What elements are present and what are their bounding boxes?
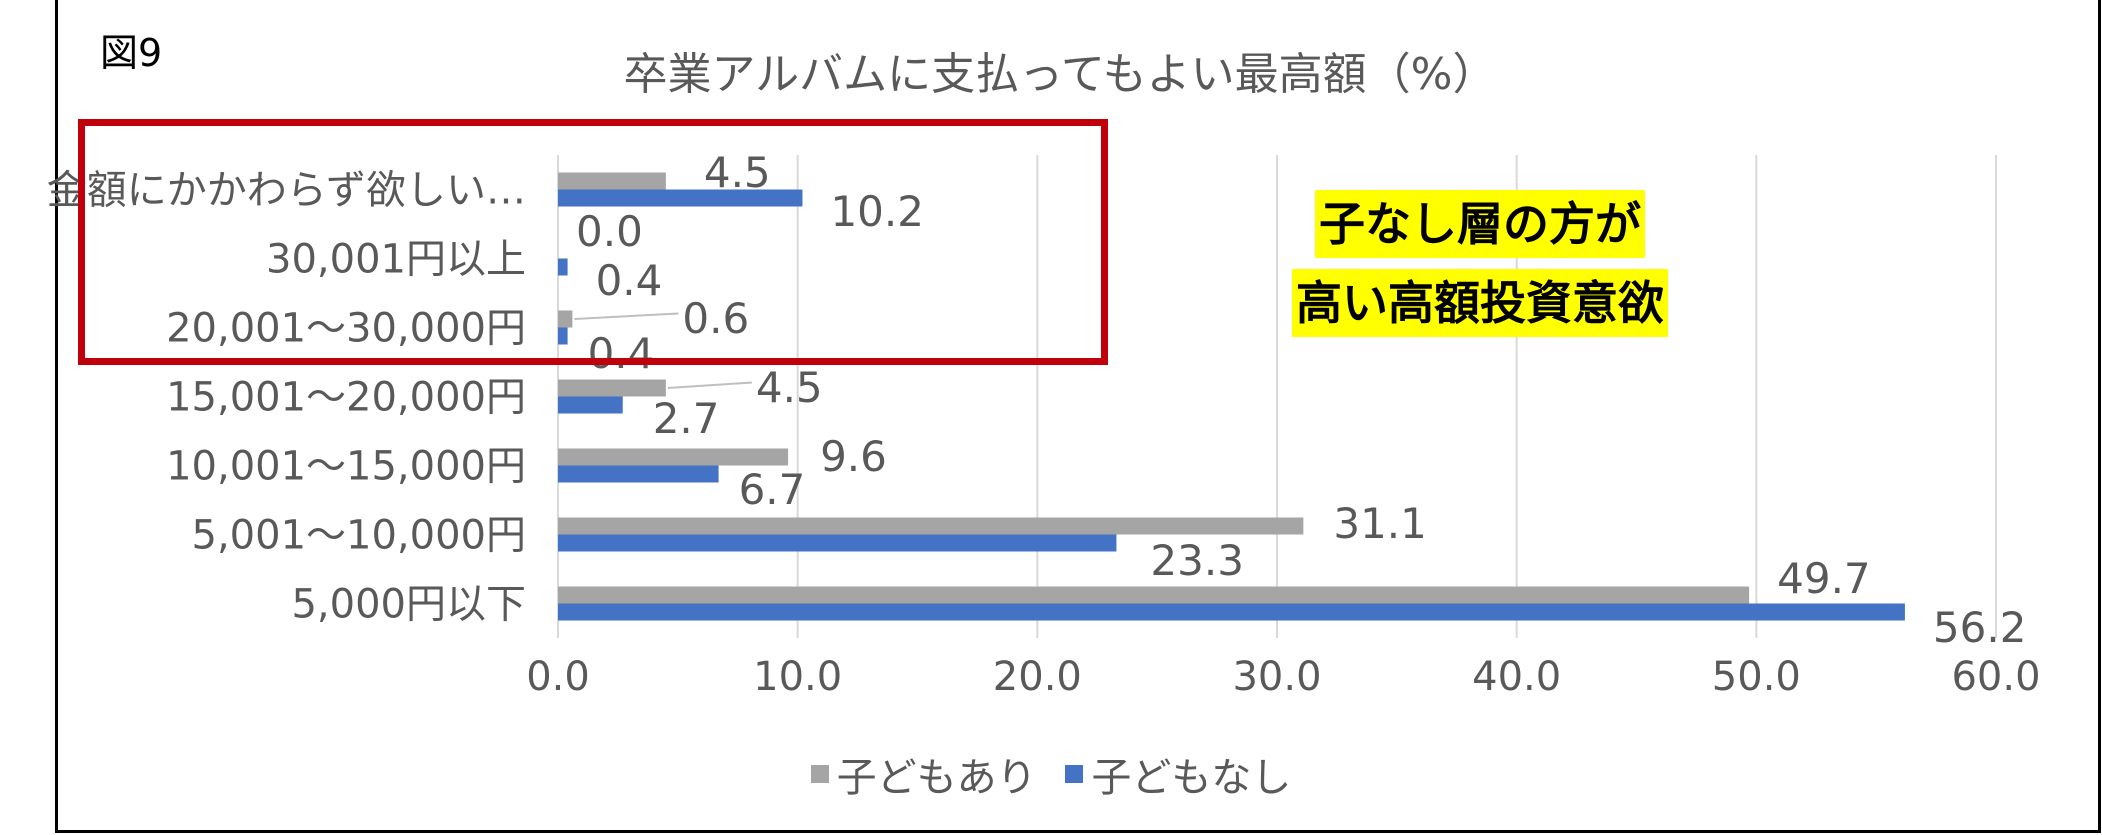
data-label-without-children: 10.2: [830, 187, 924, 236]
x-tick-label: 0.0: [526, 654, 590, 700]
legend-swatch-with-children: [810, 765, 829, 783]
x-tick-label: 20.0: [993, 654, 1082, 700]
bar-with-children: [558, 172, 666, 190]
bar-without-children: [558, 189, 803, 207]
bar-with-children: [558, 379, 666, 397]
bar-without-children: [558, 327, 568, 345]
figure-number: 図9: [100, 31, 163, 75]
category-label: 15,001～20,000円: [166, 375, 526, 421]
leader-line: [574, 312, 679, 320]
legend-label-with-children: 子どもあり: [836, 755, 1037, 801]
legend-item-with-children: 子どもあり: [810, 745, 1037, 803]
category-label: 5,001～10,000円: [192, 513, 526, 559]
callout-line-2: 高い高額投資意欲: [1292, 269, 1668, 337]
data-label-without-children: 23.3: [1150, 536, 1244, 585]
x-tick-label: 60.0: [1951, 654, 2040, 700]
figure-frame: [55, 0, 2101, 833]
data-label-without-children: 2.7: [653, 394, 720, 443]
bar-without-children: [558, 603, 1905, 621]
data-label-with-children: 0.0: [576, 207, 643, 256]
data-label-with-children: 9.6: [820, 432, 887, 481]
bar-without-children: [558, 396, 623, 414]
legend-swatch-without-children: [1065, 765, 1084, 783]
x-tick-label: 10.0: [753, 654, 842, 700]
legend-label-without-children: 子どもなし: [1091, 755, 1292, 801]
leader-line: [667, 381, 752, 389]
legend-item-without-children: 子どもなし: [1065, 745, 1291, 803]
bar-without-children: [558, 465, 719, 483]
data-label-without-children: 6.7: [739, 465, 806, 514]
category-label: 20,001～30,000円: [166, 306, 526, 352]
chart-title: 卒業アルバムに支払ってもよい最高額（%）: [623, 49, 1497, 100]
data-label-with-children: 31.1: [1333, 499, 1427, 548]
data-label-with-children: 0.6: [682, 294, 749, 343]
bar-with-children: [558, 517, 1304, 535]
x-tick-label: 30.0: [1232, 654, 1321, 700]
x-tick-label: 40.0: [1472, 654, 1561, 700]
data-label-with-children: 49.7: [1777, 554, 1871, 603]
chart-legend: 子どもあり 子どもなし: [0, 745, 2102, 803]
data-label-without-children: 56.2: [1933, 603, 2027, 652]
category-label: 5,000円以下: [291, 582, 526, 628]
data-label-with-children: 4.5: [756, 363, 823, 412]
category-label: 30,001円以上: [266, 237, 526, 283]
bar-without-children: [558, 534, 1117, 552]
data-label-without-children: 0.4: [596, 256, 663, 305]
category-label: 10,001～15,000円: [166, 444, 526, 490]
callout-line-1: 子なし層の方が: [1315, 190, 1645, 258]
bar-with-children: [558, 586, 1750, 604]
highlight-box: [78, 119, 1108, 365]
bar-with-children: [558, 310, 573, 328]
x-tick-label: 50.0: [1712, 654, 1801, 700]
data-label-without-children: 0.4: [588, 329, 655, 378]
data-label-with-children: 4.5: [704, 148, 771, 197]
category-label: 金額にかかわらず欲しい…: [47, 168, 526, 214]
callout-annotation: 子なし層の方が 高い高額投資意欲: [1230, 190, 1730, 348]
bar-without-children: [558, 258, 568, 276]
bar-with-children: [558, 448, 789, 466]
